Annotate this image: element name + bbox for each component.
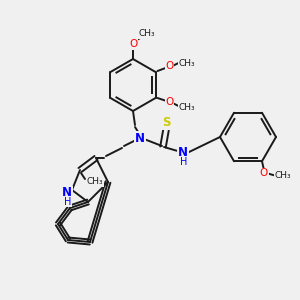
Text: CH₃: CH₃ [275, 171, 291, 180]
Text: O: O [260, 168, 268, 178]
Text: O: O [129, 39, 137, 49]
Text: H: H [180, 157, 188, 167]
Text: O: O [165, 97, 174, 107]
Text: CH₃: CH₃ [87, 178, 103, 187]
Text: N: N [178, 146, 188, 160]
Text: CH₃: CH₃ [178, 58, 195, 68]
Text: O: O [165, 61, 174, 71]
Text: CH₃: CH₃ [178, 103, 195, 112]
Text: CH₃: CH₃ [139, 29, 155, 38]
Text: N: N [62, 187, 72, 200]
Text: S: S [162, 116, 170, 130]
Text: N: N [135, 131, 145, 145]
Text: H: H [64, 197, 72, 207]
